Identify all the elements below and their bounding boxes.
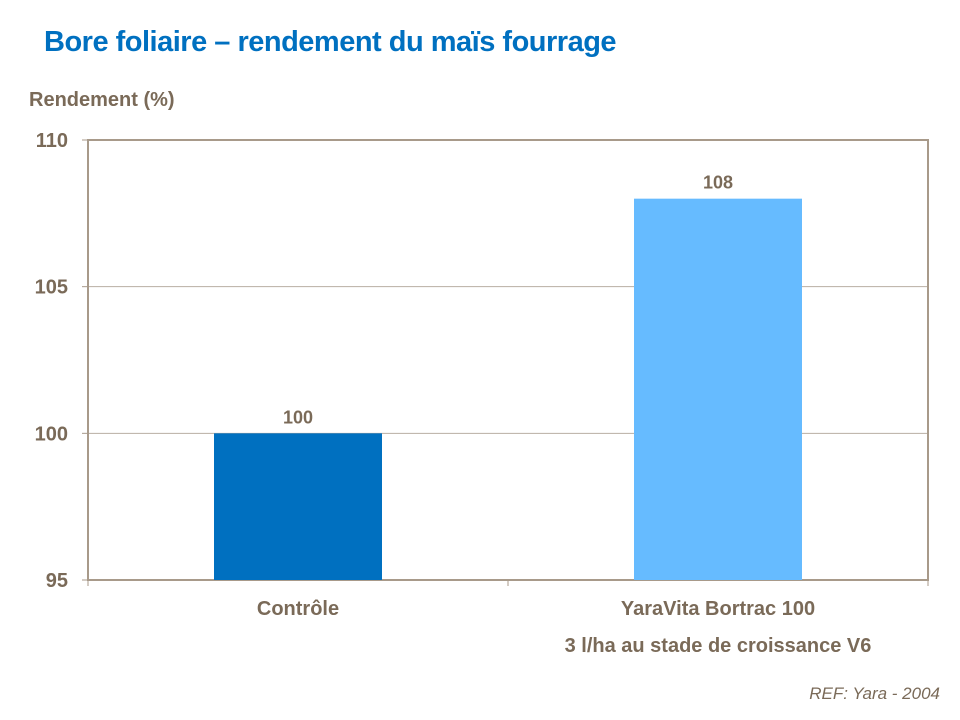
data-label: 108 bbox=[703, 173, 733, 193]
bar bbox=[634, 198, 802, 580]
y-axis-label: Rendement (%) bbox=[29, 89, 175, 111]
y-tick-label: 100 bbox=[35, 423, 68, 445]
x-category-label: Contrôle bbox=[257, 598, 339, 620]
y-tick-label: 110 bbox=[36, 130, 68, 152]
x-category-label: YaraVita Bortrac 100 bbox=[621, 598, 815, 620]
bar bbox=[214, 433, 382, 580]
y-tick-label: 105 bbox=[35, 277, 68, 299]
reference-note: REF: Yara - 2004 bbox=[809, 684, 940, 703]
y-tick-label: 95 bbox=[46, 570, 68, 592]
data-label: 100 bbox=[283, 407, 313, 427]
chart-title: Bore foliaire – rendement du maïs fourra… bbox=[44, 26, 617, 58]
x-category-label: 3 l/ha au stade de croissance V6 bbox=[565, 635, 872, 657]
